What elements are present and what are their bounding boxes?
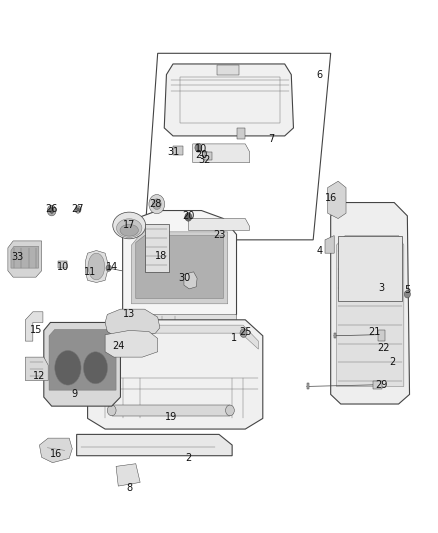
Bar bbox=[58, 261, 67, 268]
Polygon shape bbox=[77, 434, 232, 456]
Polygon shape bbox=[88, 320, 263, 429]
Circle shape bbox=[107, 405, 116, 416]
Text: 20: 20 bbox=[182, 211, 194, 221]
Text: 23: 23 bbox=[213, 230, 225, 239]
Text: 21: 21 bbox=[368, 327, 381, 336]
Circle shape bbox=[77, 208, 79, 211]
Polygon shape bbox=[131, 232, 228, 304]
Polygon shape bbox=[116, 464, 140, 486]
Ellipse shape bbox=[117, 219, 142, 238]
Circle shape bbox=[240, 329, 247, 337]
Text: 24: 24 bbox=[112, 342, 124, 351]
Circle shape bbox=[185, 213, 192, 221]
Polygon shape bbox=[164, 64, 293, 136]
Polygon shape bbox=[325, 236, 334, 253]
Text: 10: 10 bbox=[57, 262, 69, 271]
Text: 25: 25 bbox=[239, 327, 251, 336]
Text: 15: 15 bbox=[30, 326, 42, 335]
Text: 22: 22 bbox=[377, 343, 389, 352]
Polygon shape bbox=[8, 241, 42, 277]
Polygon shape bbox=[92, 325, 258, 349]
Text: 16: 16 bbox=[50, 449, 62, 459]
Polygon shape bbox=[331, 203, 410, 404]
Polygon shape bbox=[338, 236, 402, 301]
Ellipse shape bbox=[120, 224, 138, 236]
Text: 5: 5 bbox=[404, 286, 410, 295]
Text: 17: 17 bbox=[123, 220, 135, 230]
Text: 4: 4 bbox=[317, 246, 323, 255]
Text: 2: 2 bbox=[185, 454, 191, 463]
Polygon shape bbox=[217, 65, 239, 75]
Text: 33: 33 bbox=[11, 253, 24, 262]
Text: 1: 1 bbox=[231, 334, 237, 343]
Polygon shape bbox=[44, 322, 120, 406]
Polygon shape bbox=[123, 314, 237, 333]
Polygon shape bbox=[123, 211, 237, 325]
Text: 14: 14 bbox=[106, 262, 119, 271]
Polygon shape bbox=[85, 251, 107, 282]
Circle shape bbox=[75, 206, 81, 213]
Text: 8: 8 bbox=[126, 483, 132, 492]
Circle shape bbox=[195, 143, 202, 152]
Polygon shape bbox=[336, 236, 404, 386]
Text: 7: 7 bbox=[268, 134, 275, 143]
Ellipse shape bbox=[83, 352, 107, 384]
Text: 20: 20 bbox=[195, 150, 208, 159]
Text: 26: 26 bbox=[46, 204, 58, 214]
Text: 31: 31 bbox=[167, 147, 179, 157]
Text: 19: 19 bbox=[165, 412, 177, 422]
Polygon shape bbox=[25, 357, 48, 381]
Text: 29: 29 bbox=[375, 380, 387, 390]
Text: 9: 9 bbox=[71, 390, 78, 399]
Circle shape bbox=[226, 405, 234, 416]
Text: 13: 13 bbox=[123, 310, 135, 319]
Text: 3: 3 bbox=[378, 283, 384, 293]
Text: 27: 27 bbox=[72, 204, 84, 214]
Text: 6: 6 bbox=[317, 70, 323, 79]
Text: 16: 16 bbox=[325, 193, 337, 203]
Text: 28: 28 bbox=[149, 199, 162, 208]
Text: 32: 32 bbox=[199, 155, 211, 165]
Text: 2: 2 bbox=[389, 358, 395, 367]
Bar bbox=[373, 381, 382, 389]
Ellipse shape bbox=[88, 253, 105, 280]
Polygon shape bbox=[39, 438, 72, 463]
Text: 12: 12 bbox=[33, 371, 46, 381]
Polygon shape bbox=[25, 312, 43, 341]
Text: 10: 10 bbox=[195, 144, 208, 154]
Polygon shape bbox=[184, 272, 197, 289]
Bar bbox=[307, 383, 309, 389]
Polygon shape bbox=[237, 128, 245, 139]
Bar bbox=[173, 146, 183, 155]
Bar bbox=[204, 152, 212, 160]
Polygon shape bbox=[105, 309, 160, 337]
Polygon shape bbox=[105, 330, 158, 357]
Text: 18: 18 bbox=[155, 251, 167, 261]
Polygon shape bbox=[112, 405, 230, 416]
Bar bbox=[334, 333, 336, 338]
Circle shape bbox=[106, 265, 111, 271]
Bar bbox=[378, 330, 385, 341]
Polygon shape bbox=[11, 246, 39, 268]
Circle shape bbox=[152, 199, 161, 209]
Polygon shape bbox=[145, 224, 169, 272]
Polygon shape bbox=[136, 236, 223, 298]
Circle shape bbox=[404, 290, 410, 298]
Text: 11: 11 bbox=[84, 267, 96, 277]
Circle shape bbox=[49, 208, 54, 213]
Polygon shape bbox=[49, 329, 116, 390]
Polygon shape bbox=[328, 181, 346, 219]
Circle shape bbox=[149, 195, 165, 214]
Polygon shape bbox=[193, 144, 250, 163]
Polygon shape bbox=[188, 219, 250, 230]
Circle shape bbox=[47, 205, 56, 216]
Ellipse shape bbox=[55, 351, 81, 385]
Text: 30: 30 bbox=[178, 273, 190, 283]
Ellipse shape bbox=[113, 212, 145, 239]
